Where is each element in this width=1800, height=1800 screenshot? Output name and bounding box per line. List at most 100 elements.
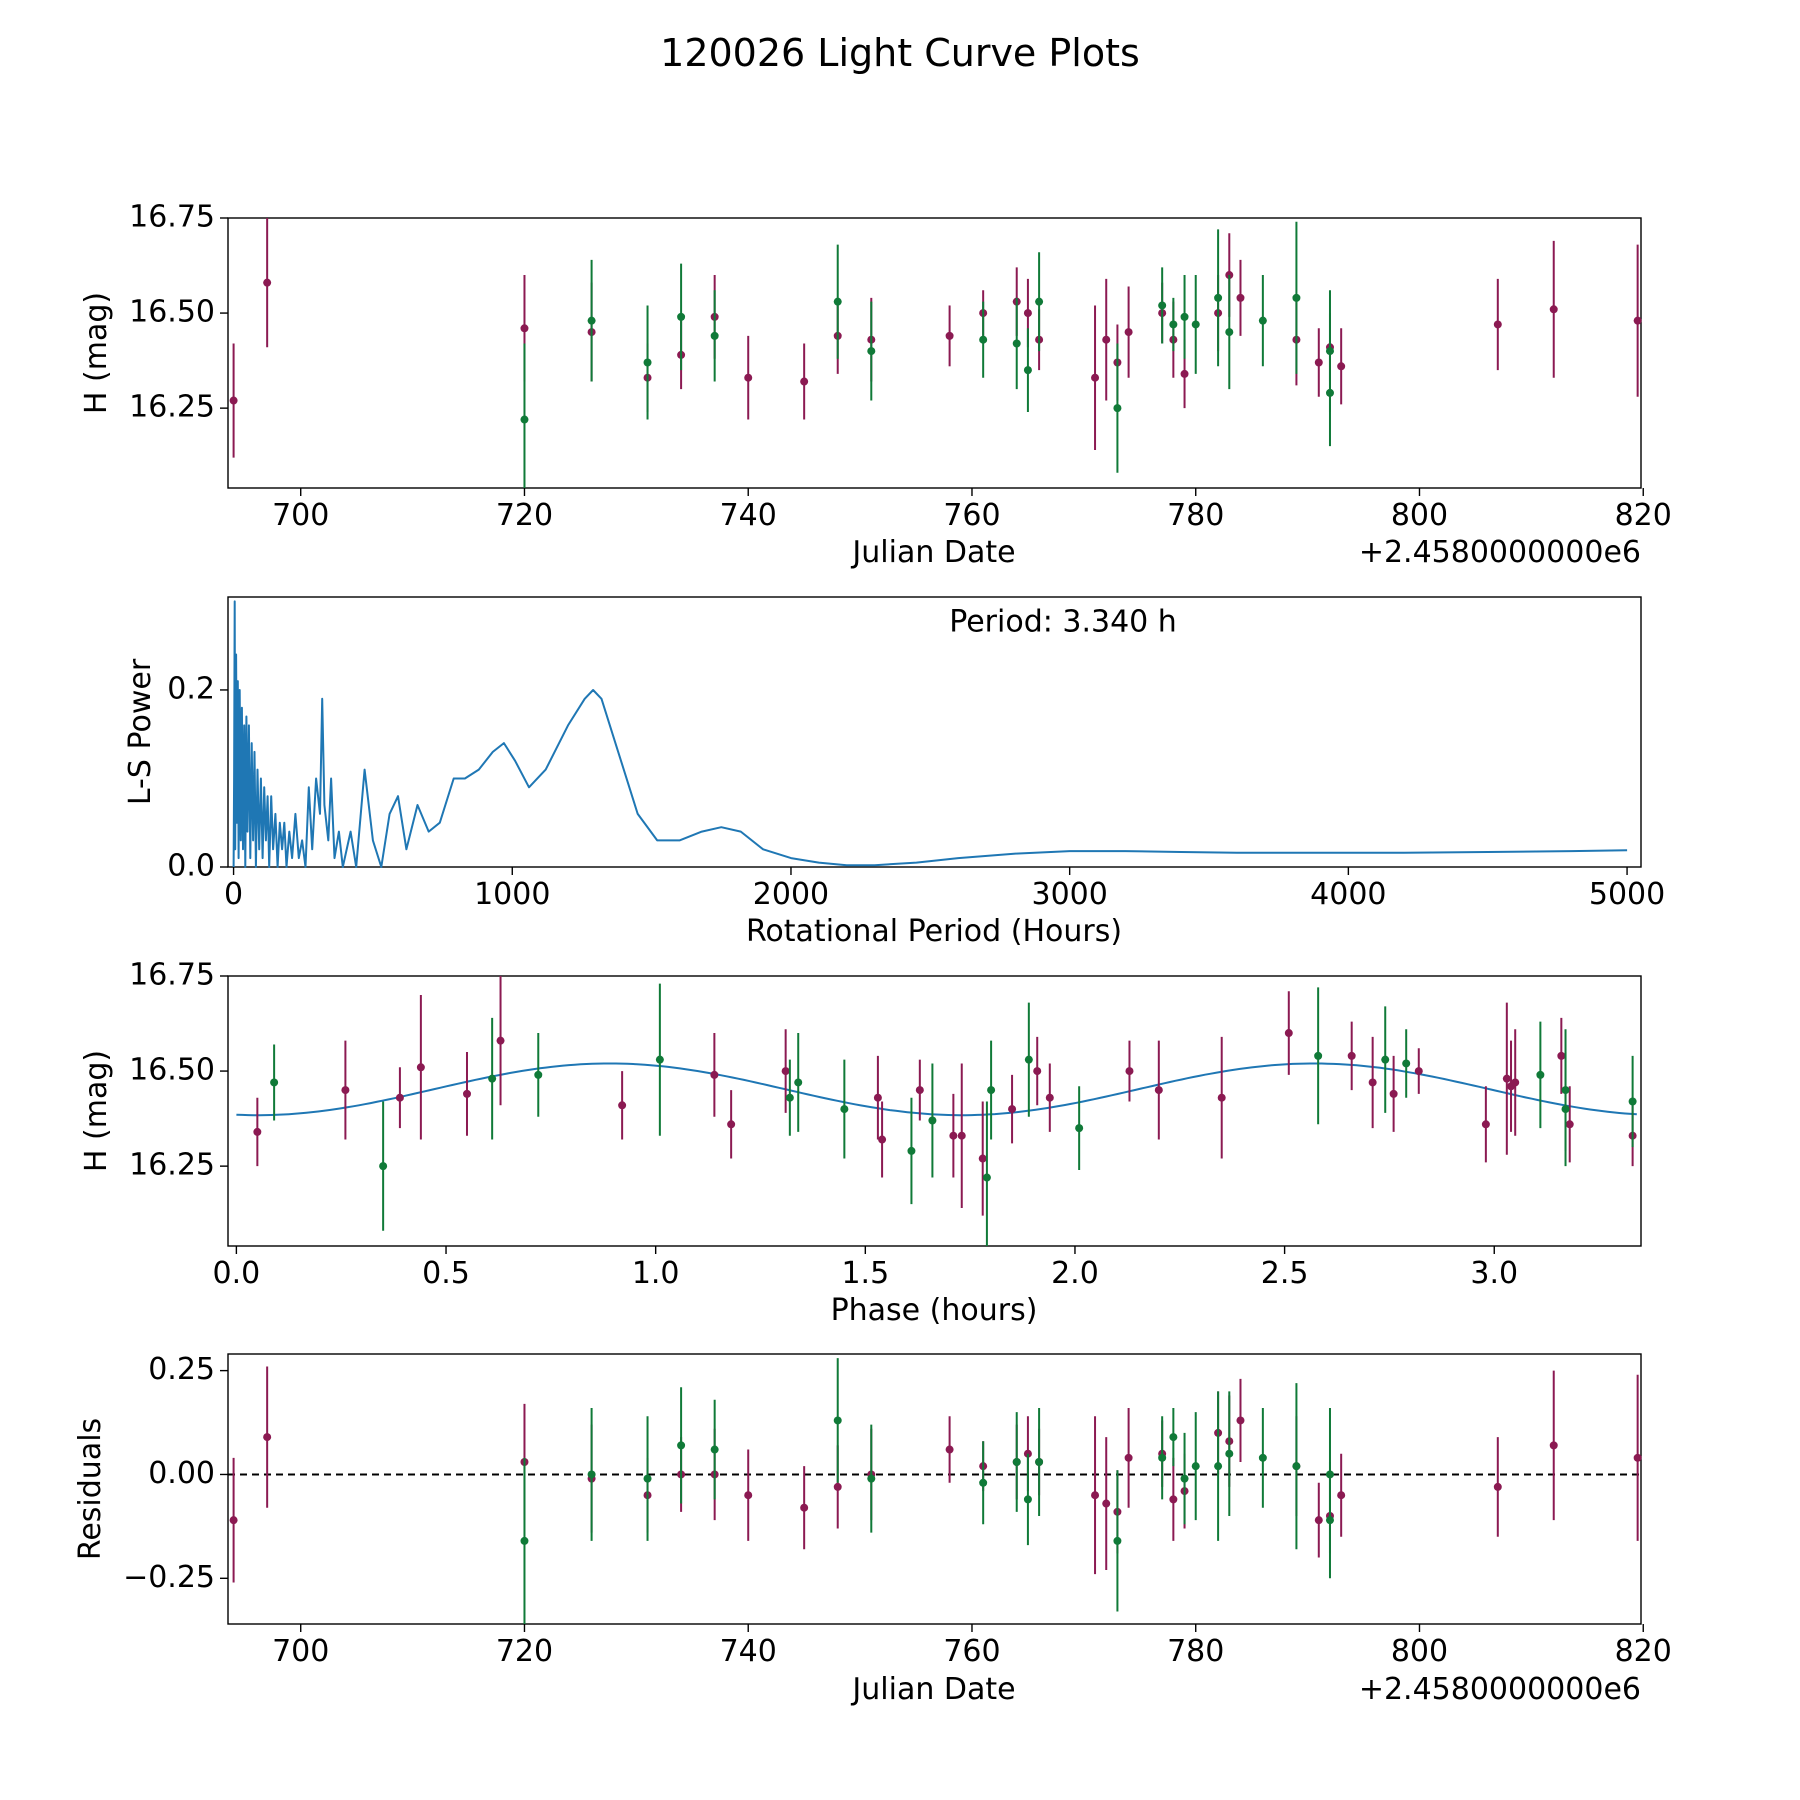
residuals-offset-text: +2.4580000000e6: [1359, 1672, 1641, 1707]
residuals-ticks: 700 720 740 760 780 800 820 −0.25 0.00 0.25: [123, 1352, 1672, 1669]
phased-point-green: [270, 1078, 279, 1087]
lightcurve-point-maroon: [945, 331, 954, 340]
lightcurve-frame: [227, 217, 1642, 489]
lightcurve-point-maroon: [1102, 335, 1111, 344]
residuals-point-maroon: [1102, 1499, 1111, 1508]
lightcurve-point-green: [1035, 297, 1044, 306]
lightcurve-xtick-label: 720: [496, 498, 553, 533]
lightcurve-ytick-label: 16.25: [129, 390, 215, 425]
phased-point-green: [840, 1105, 849, 1114]
residuals-point-green: [1292, 1462, 1301, 1471]
phased-point-green: [1402, 1059, 1411, 1068]
phased-point-maroon: [915, 1086, 924, 1095]
lightcurve-point-maroon: [1337, 362, 1346, 371]
residuals-point-maroon: [1633, 1453, 1642, 1462]
lightcurve-point-green: [1158, 301, 1167, 310]
residuals-point-green: [979, 1478, 988, 1487]
residuals-point-green: [867, 1474, 876, 1483]
phased-xlabel: Phase (hours): [831, 1293, 1038, 1328]
phased-frame: [227, 975, 1642, 1247]
phased-point-green: [1536, 1070, 1545, 1079]
phased-point-maroon: [1481, 1120, 1490, 1129]
phased-point-green: [655, 1055, 664, 1064]
lightcurve-point-green: [643, 358, 652, 367]
periodogram-panel: 0 1000 2000 3000 4000 5000 0.0 0.2 Period: 3.34…: [123, 596, 1665, 949]
residuals-point-green: [587, 1470, 596, 1479]
lightcurve-point-green: [587, 316, 596, 325]
figure-title: 120026 Light Curve Plots: [660, 31, 1140, 75]
phased-ytick-label: 16.75: [129, 958, 215, 993]
lightcurve-ytick-label: 16.50: [129, 295, 215, 330]
phased-point-maroon: [957, 1131, 966, 1140]
phased-point-maroon: [1414, 1067, 1423, 1076]
residuals-point-maroon: [1549, 1441, 1558, 1450]
phased-ticks: 0.0 0.5 1.0 1.5 2.0 2.5 3.0 16.25 16.50 16.75: [129, 958, 1518, 1292]
phased-xtick-label: 1.0: [632, 1256, 680, 1291]
lightcurve-point-maroon: [1124, 328, 1133, 337]
residuals-point-green: [1113, 1536, 1122, 1545]
residuals-point-green: [833, 1416, 842, 1425]
phased-point-maroon: [978, 1154, 987, 1163]
lightcurve-point-maroon: [1493, 320, 1502, 329]
lightcurve-point-green: [1214, 293, 1223, 302]
periodogram-frame: [227, 596, 1642, 868]
periodogram-ytick-label: 0.2: [167, 671, 215, 706]
lightcurve-points: [229, 218, 1642, 488]
lightcurve-point-green: [710, 331, 719, 340]
periodogram-ylabel: L-S Power: [123, 658, 158, 805]
phased-ytick-label: 16.50: [129, 1053, 215, 1088]
phased-point-green: [1561, 1086, 1570, 1095]
lightcurve-xtick-label: 780: [1167, 498, 1224, 533]
phased-point-maroon: [341, 1086, 350, 1095]
lightcurve-point-green: [1191, 320, 1200, 329]
lightcurve-xtick-label: 800: [1391, 498, 1448, 533]
lightcurve-ytick-label: 16.75: [129, 200, 215, 235]
residuals-point-green: [1023, 1495, 1032, 1504]
phased-point-green: [1381, 1055, 1390, 1064]
lightcurve-point-maroon: [1091, 373, 1100, 382]
phased-point-green: [1075, 1124, 1084, 1133]
lightcurve-point-green: [1258, 316, 1267, 325]
phased-model-curve: [236, 1062, 1637, 1117]
phased-point-green: [982, 1173, 991, 1182]
phased-ylabel: H (mag): [79, 1050, 114, 1172]
periodogram-ytick-label: 0.0: [167, 849, 215, 884]
residuals-ytick-label: −0.25: [123, 1560, 215, 1595]
lightcurve-point-green: [979, 335, 988, 344]
lightcurve-point-maroon: [1549, 305, 1558, 314]
periodogram-xtick-label: 4000: [1310, 877, 1386, 912]
phased-point-maroon: [781, 1067, 790, 1076]
periodogram-xtick-label: 2000: [753, 877, 829, 912]
phased-ytick-label: 16.25: [129, 1148, 215, 1183]
phased-point-green: [534, 1070, 543, 1079]
lightcurve-point-maroon: [1236, 293, 1245, 302]
lightcurve-point-green: [1325, 347, 1334, 356]
residuals-xtick-label: 760: [943, 1634, 1000, 1669]
residuals-point-green: [677, 1441, 686, 1450]
lightcurve-point-green: [1180, 312, 1189, 321]
phased-point-green: [794, 1078, 803, 1087]
residuals-point-maroon: [945, 1445, 954, 1454]
phased-point-maroon: [416, 1063, 425, 1072]
residuals-point-green: [1225, 1449, 1234, 1458]
phased-point-maroon: [462, 1089, 471, 1098]
phased-point-maroon: [496, 1036, 505, 1045]
phased-point-green: [1024, 1055, 1033, 1064]
residuals-ylabel: Residuals: [73, 1418, 108, 1560]
periodogram-power-line: [232, 600, 1628, 868]
phased-point-maroon: [710, 1070, 719, 1079]
phased-point-maroon: [1008, 1105, 1017, 1114]
periodogram-xtick-label: 3000: [1031, 877, 1107, 912]
phased-xtick-label: 2.5: [1261, 1256, 1309, 1291]
lightcurve-xtick-label: 820: [1615, 498, 1672, 533]
phased-point-maroon: [1347, 1051, 1356, 1060]
phased-point-maroon: [1154, 1086, 1163, 1095]
lightcurve-point-maroon: [1180, 369, 1189, 378]
residuals-point-maroon: [263, 1433, 272, 1442]
residuals-point-maroon: [1169, 1495, 1178, 1504]
phased-xtick-label: 0.5: [422, 1256, 470, 1291]
lightcurve-point-green: [1169, 320, 1178, 329]
residuals-xtick-label: 720: [496, 1634, 553, 1669]
residuals-point-maroon: [1236, 1416, 1245, 1425]
